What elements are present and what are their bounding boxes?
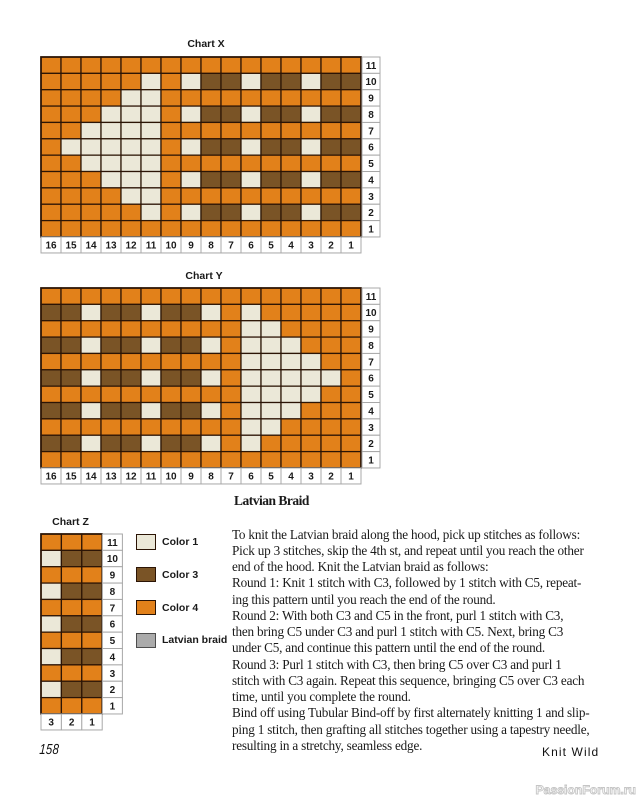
svg-text:8: 8 — [208, 472, 214, 483]
svg-text:1: 1 — [348, 472, 354, 483]
svg-text:3: 3 — [48, 717, 54, 728]
svg-text:5: 5 — [268, 240, 274, 251]
svg-text:4: 4 — [368, 407, 374, 418]
svg-text:6: 6 — [368, 374, 374, 385]
svg-text:4: 4 — [368, 175, 374, 186]
svg-text:10: 10 — [165, 472, 177, 483]
svg-text:4: 4 — [288, 240, 294, 251]
svg-text:5: 5 — [268, 472, 274, 483]
svg-text:9: 9 — [188, 240, 194, 251]
svg-text:14: 14 — [85, 472, 97, 483]
svg-text:9: 9 — [368, 93, 374, 104]
svg-text:6: 6 — [248, 240, 254, 251]
svg-text:6: 6 — [109, 619, 115, 630]
svg-text:15: 15 — [65, 472, 77, 483]
svg-text:2: 2 — [68, 717, 74, 728]
svg-text:3: 3 — [308, 472, 314, 483]
svg-text:3: 3 — [109, 669, 115, 680]
svg-text:3: 3 — [368, 423, 374, 434]
svg-text:7: 7 — [228, 472, 234, 483]
svg-text:4: 4 — [288, 472, 294, 483]
svg-text:8: 8 — [368, 341, 374, 352]
svg-text:11: 11 — [145, 240, 156, 251]
svg-text:8: 8 — [368, 110, 374, 121]
svg-text:10: 10 — [106, 554, 118, 565]
svg-text:10: 10 — [365, 309, 377, 320]
svg-text:2: 2 — [328, 472, 334, 483]
svg-text:2: 2 — [368, 208, 374, 219]
svg-text:15: 15 — [65, 240, 77, 251]
svg-text:2: 2 — [368, 440, 374, 451]
svg-text:3: 3 — [368, 192, 374, 203]
svg-text:6: 6 — [368, 142, 374, 153]
svg-text:7: 7 — [368, 126, 374, 137]
svg-text:1: 1 — [348, 240, 354, 251]
svg-text:2: 2 — [328, 240, 334, 251]
svg-text:9: 9 — [368, 325, 374, 336]
svg-text:8: 8 — [208, 240, 214, 251]
svg-text:13: 13 — [105, 240, 117, 251]
svg-text:1: 1 — [89, 717, 95, 728]
svg-text:1: 1 — [109, 701, 115, 712]
svg-text:13: 13 — [105, 472, 117, 483]
svg-text:7: 7 — [109, 603, 115, 614]
svg-text:5: 5 — [368, 159, 374, 170]
svg-text:12: 12 — [125, 472, 137, 483]
svg-text:5: 5 — [109, 636, 115, 647]
svg-text:11: 11 — [365, 292, 376, 303]
svg-text:16: 16 — [45, 472, 57, 483]
svg-text:7: 7 — [228, 240, 234, 251]
svg-text:7: 7 — [368, 358, 374, 369]
svg-text:5: 5 — [368, 390, 374, 401]
svg-text:14: 14 — [85, 240, 97, 251]
svg-text:11: 11 — [145, 472, 156, 483]
svg-text:12: 12 — [125, 240, 137, 251]
svg-text:2: 2 — [109, 685, 115, 696]
svg-text:16: 16 — [45, 240, 57, 251]
svg-text:1: 1 — [368, 456, 374, 467]
svg-text:11: 11 — [107, 538, 118, 549]
svg-text:11: 11 — [365, 61, 376, 72]
svg-text:3: 3 — [308, 240, 314, 251]
svg-text:8: 8 — [109, 587, 115, 598]
svg-text:4: 4 — [109, 652, 115, 663]
svg-text:6: 6 — [248, 472, 254, 483]
svg-text:9: 9 — [188, 472, 194, 483]
svg-text:1: 1 — [368, 224, 374, 235]
svg-text:10: 10 — [165, 240, 177, 251]
svg-text:9: 9 — [109, 570, 115, 581]
svg-text:10: 10 — [365, 77, 377, 88]
